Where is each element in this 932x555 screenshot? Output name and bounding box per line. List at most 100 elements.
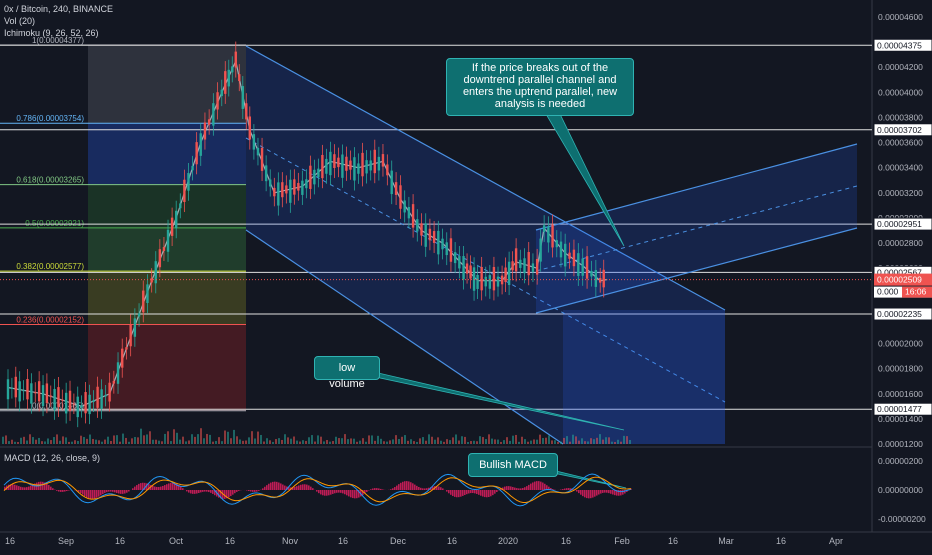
candle-body: [511, 261, 513, 270]
volume-bar: [113, 435, 115, 444]
volume-bar: [518, 442, 520, 444]
volume-bar: [281, 440, 283, 444]
price-axis-tick[interactable]: 0.00002800: [878, 238, 923, 248]
macd-histogram-bar: [316, 490, 318, 492]
candle-body: [462, 256, 464, 279]
time-axis-label[interactable]: Mar: [718, 536, 734, 546]
time-axis-label[interactable]: Nov: [282, 536, 299, 546]
time-axis-label[interactable]: Feb: [614, 536, 630, 546]
volume-bar: [464, 437, 466, 444]
macd-histogram-bar: [162, 486, 164, 490]
macd-histogram-bar: [156, 487, 158, 490]
level-price-label[interactable]: 0.00002235: [877, 309, 922, 319]
time-axis-label[interactable]: 16: [668, 536, 678, 546]
volume-bar: [56, 434, 58, 444]
macd-histogram-bar: [608, 490, 610, 493]
macd-histogram-bar: [374, 488, 376, 490]
macd-histogram-bar: [196, 490, 198, 494]
macd-histogram-bar: [422, 488, 424, 490]
time-axis-label[interactable]: 16: [776, 536, 786, 546]
level-price-label[interactable]: 0.00002951: [877, 219, 922, 229]
price-axis-tick[interactable]: 0.00003400: [878, 163, 923, 173]
time-axis-label[interactable]: 16: [447, 536, 457, 546]
macd-histogram-bar: [396, 486, 398, 490]
price-axis-tick[interactable]: 0.00001800: [878, 364, 923, 374]
price-axis-tick[interactable]: 0.00003200: [878, 188, 923, 198]
macd-histogram-bar: [382, 489, 384, 490]
macd-histogram-bar: [544, 484, 546, 490]
macd-histogram-bar: [256, 490, 258, 492]
current-price-label[interactable]: 0.00002509: [877, 275, 922, 285]
macd-histogram-bar: [582, 490, 584, 496]
macd-histogram-bar: [564, 489, 566, 490]
candle-body: [216, 92, 218, 109]
volume-bar: [17, 442, 19, 444]
macd-histogram-bar: [536, 481, 538, 490]
volume-bar: [479, 436, 481, 444]
macd-histogram-bar: [140, 483, 142, 490]
price-axis-tick[interactable]: 0.00004600: [878, 12, 923, 22]
price-axis-tick[interactable]: 0.00001600: [878, 389, 923, 399]
time-axis-label[interactable]: Apr: [829, 536, 843, 546]
breakout-note-callout[interactable]: If the price breaks out of the downtrend…: [446, 58, 634, 116]
macd-axis-tick[interactable]: 0.00000000: [878, 485, 923, 495]
macd-histogram-bar: [594, 490, 596, 497]
macd-histogram-bar: [598, 490, 600, 494]
price-axis-tick[interactable]: 0.00002000: [878, 339, 923, 349]
time-axis-label[interactable]: 16: [338, 536, 348, 546]
volume-indicator-label[interactable]: Vol (20): [4, 15, 113, 27]
low-volume-callout[interactable]: low volume: [314, 356, 380, 380]
volume-bar: [125, 438, 127, 444]
candle-body: [337, 158, 339, 167]
candle-body: [200, 133, 202, 156]
macd-histogram-bar: [60, 490, 62, 492]
price-axis-tick[interactable]: 0.00003600: [878, 138, 923, 148]
macd-histogram-bar: [102, 490, 104, 494]
volume-bar: [371, 435, 373, 444]
ichimoku-indicator-label[interactable]: Ichimoku (9, 26, 52, 26): [4, 27, 113, 39]
time-axis-label[interactable]: Sep: [58, 536, 74, 546]
time-axis-label[interactable]: 16: [561, 536, 571, 546]
time-axis-label[interactable]: Dec: [390, 536, 407, 546]
time-axis-label[interactable]: 16: [115, 536, 125, 546]
candle-body: [18, 381, 20, 401]
symbol-title[interactable]: 0x / Bitcoin, 240, BINANCE: [4, 3, 113, 15]
bullish-macd-callout[interactable]: Bullish MACD: [468, 453, 558, 477]
candle-body: [179, 203, 181, 208]
macd-histogram-bar: [56, 490, 58, 491]
price-axis-tick[interactable]: 0.00004200: [878, 62, 923, 72]
volume-bar: [65, 437, 67, 444]
candle-body: [163, 247, 165, 251]
time-axis-label[interactable]: 16: [5, 536, 15, 546]
macd-histogram-bar: [104, 490, 106, 493]
candle-body: [309, 166, 311, 189]
level-price-label[interactable]: 0.00003702: [877, 125, 922, 135]
candle-body: [382, 154, 384, 166]
volume-bar: [437, 437, 439, 444]
macd-histogram-bar: [512, 487, 514, 490]
level-price-label[interactable]: 0.00004375: [877, 40, 922, 50]
price-axis-tick[interactable]: 0.00004000: [878, 87, 923, 97]
macd-histogram-bar: [474, 490, 476, 493]
volume-bar: [128, 442, 130, 444]
macd-indicator-label[interactable]: MACD (12, 26, close, 9): [4, 453, 100, 463]
volume-bar: [308, 437, 310, 444]
macd-histogram-bar: [504, 487, 506, 490]
volume-bar: [422, 437, 424, 444]
macd-histogram-bar: [160, 487, 162, 490]
price-axis-tick[interactable]: 0.00001200: [878, 439, 923, 449]
macd-histogram-bar: [580, 490, 582, 495]
volume-bar: [233, 430, 235, 444]
level-price-label[interactable]: 0.00001477: [877, 404, 922, 414]
macd-axis-tick[interactable]: -0.00000200: [878, 514, 926, 524]
macd-histogram-bar: [138, 484, 140, 490]
fib-zone: [88, 123, 246, 184]
time-axis-label[interactable]: 2020: [498, 536, 518, 546]
time-axis-label[interactable]: Oct: [169, 536, 184, 546]
price-axis-tick[interactable]: 0.00003800: [878, 112, 923, 122]
time-axis-label[interactable]: 16: [225, 536, 235, 546]
macd-axis-tick[interactable]: 0.00000200: [878, 456, 923, 466]
forecast-zone: [563, 310, 725, 444]
volume-bar: [131, 438, 133, 444]
macd-histogram-bar: [562, 489, 564, 490]
